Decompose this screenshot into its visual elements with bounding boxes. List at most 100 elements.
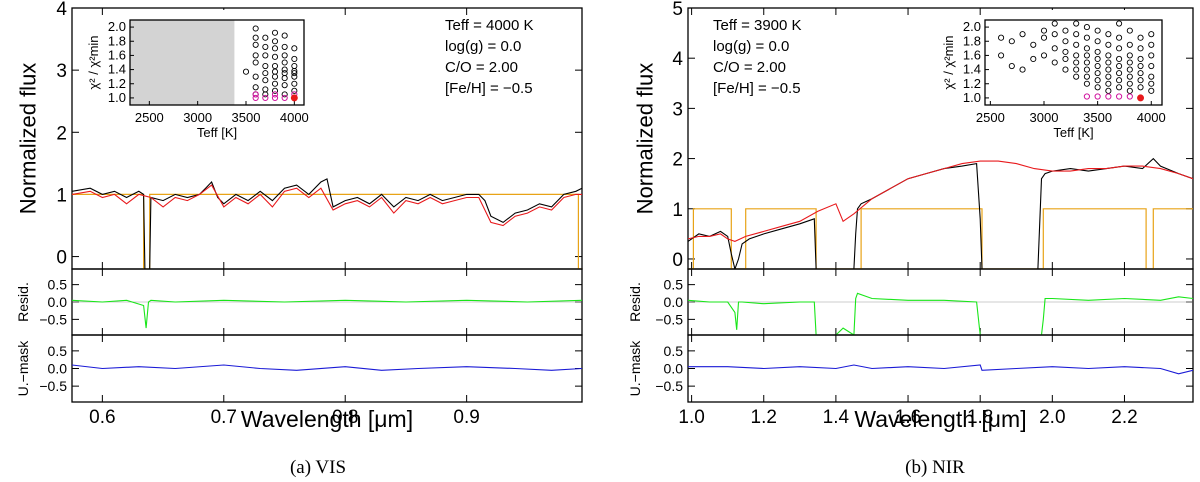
inset-point-magenta — [252, 94, 259, 102]
inset-point — [1116, 70, 1123, 77]
inset-point — [1105, 73, 1112, 80]
umask-ytick-label: 0.0 — [664, 361, 684, 377]
inset-point — [1148, 62, 1155, 70]
xtick-label: 1.4 — [823, 407, 850, 428]
inset-point — [252, 41, 259, 48]
inset-point — [281, 91, 288, 98]
panel-nir: 0 1 2 3 4 5 Normalized flux Teff = 3900 K log(g)… — [627, 0, 1194, 478]
inset-point — [1083, 66, 1090, 73]
inset-point — [262, 34, 269, 41]
inset-point — [1019, 31, 1026, 38]
inset-point — [1094, 62, 1101, 70]
inset-point — [1062, 55, 1069, 63]
inset-point — [1062, 48, 1069, 55]
inset-point — [1116, 62, 1123, 70]
inset-point — [262, 52, 269, 59]
xtick-label: 1.8 — [967, 407, 993, 428]
inset-point — [252, 34, 259, 41]
inset-point — [1148, 80, 1155, 87]
inset-point — [1051, 59, 1058, 66]
main-ytick-label: 1 — [56, 185, 67, 206]
inset-xtick-label: 3000 — [183, 110, 212, 125]
series-model — [72, 184, 582, 227]
inset-point — [281, 32, 288, 39]
inset-point — [1008, 38, 1015, 45]
inset-point — [281, 82, 288, 89]
inset-point-magenta — [1105, 93, 1112, 100]
inset-point — [1062, 27, 1069, 34]
inset-ytick-label: 1.0 — [963, 90, 981, 105]
inset-point — [1073, 59, 1080, 66]
inset-ytick-label: 1.2 — [108, 76, 126, 91]
inset-point — [262, 86, 269, 93]
inset-point — [252, 84, 259, 91]
series-mask — [688, 208, 1193, 269]
inset-xtick-label: 4000 — [280, 110, 309, 125]
inset-ylabel: χ² / χ²min — [86, 35, 101, 89]
inset-ytick-label: 1.4 — [963, 62, 981, 77]
param-text: log(g) = 0.0 — [713, 38, 789, 55]
inset-point — [1126, 59, 1133, 66]
inset-point-magenta — [262, 94, 269, 102]
inset-ytick-label: 2.0 — [963, 19, 981, 34]
inset-point — [1083, 59, 1090, 66]
resid-ylabel: Resid. — [15, 282, 31, 322]
inset-point — [1094, 38, 1101, 45]
inset-point — [1126, 52, 1133, 59]
xtick-label: 2.2 — [1111, 407, 1137, 428]
inset-point — [1062, 38, 1069, 45]
xtick-label: 1.0 — [678, 407, 704, 428]
xtick-label: 2.0 — [1039, 407, 1065, 428]
inset-point — [242, 68, 250, 75]
inset-point — [271, 68, 279, 75]
inset-point — [291, 45, 298, 52]
inset-point — [1040, 27, 1048, 34]
main-ytick-label: 4 — [56, 0, 67, 20]
inset-point — [1105, 31, 1112, 38]
series-umask-residual — [688, 364, 1193, 375]
umask-ytick-label: 0.5 — [664, 343, 684, 359]
xtick-label: 0.6 — [89, 407, 115, 428]
inset-point — [1073, 20, 1080, 27]
inset-point — [271, 53, 279, 60]
inset-point — [281, 59, 288, 66]
param-text: C/O = 2.00 — [445, 59, 518, 76]
inset-point — [271, 29, 279, 36]
inset-point — [1137, 55, 1144, 63]
inset-point — [291, 70, 298, 77]
inset-xtick-label: 3500 — [232, 110, 261, 125]
resid-ytick-label: 0.0 — [664, 294, 684, 310]
inset-point — [281, 43, 288, 50]
xtick-label: 1.6 — [895, 407, 921, 428]
inset-point — [1094, 70, 1101, 77]
panel-vis: 0 1 2 3 4 Normalized flux Teff = 4000 K log(g) … — [15, 0, 583, 478]
inset-point — [271, 80, 279, 87]
inset-point — [1126, 41, 1133, 48]
inset-point — [291, 80, 298, 87]
inset-point — [1126, 80, 1133, 87]
inset-xtick-label: 4000 — [1137, 110, 1166, 125]
inset-point — [1094, 77, 1101, 84]
xlabel: Wavelength [μm] — [854, 406, 1026, 432]
inset-xlabel: Teff [K] — [197, 125, 237, 140]
xtick-label: 0.8 — [332, 407, 358, 428]
resid-ytick-label: −0.5 — [39, 311, 67, 327]
inset-frame — [129, 19, 305, 106]
param-text: [Fe/H] = −0.5 — [445, 80, 533, 97]
inset-point — [1062, 66, 1069, 73]
inset-point — [252, 25, 259, 32]
series-model — [688, 160, 1193, 242]
inset-point — [1137, 70, 1144, 77]
inset-point — [1040, 34, 1048, 41]
inset-point — [1137, 77, 1144, 84]
inset-point — [271, 45, 279, 52]
inset-point — [1073, 73, 1080, 80]
param-text: log(g) = 0.0 — [445, 38, 521, 55]
inset-point — [1083, 80, 1090, 87]
main-ytick-label: 2 — [672, 150, 683, 171]
inset-point-magenta — [1094, 93, 1101, 100]
resid-ylabel: Resid. — [627, 282, 643, 322]
main-ytick-label: 2 — [56, 123, 67, 144]
inset-point — [281, 66, 288, 73]
umask-ylabel: U.−mask — [15, 340, 31, 397]
